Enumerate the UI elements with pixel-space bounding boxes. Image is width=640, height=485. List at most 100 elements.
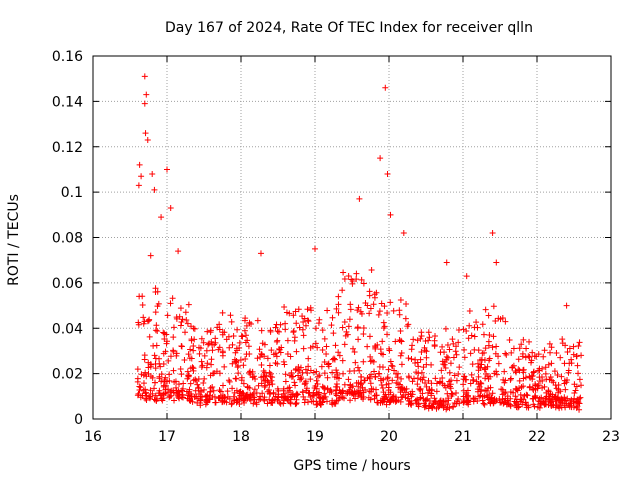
data-point xyxy=(541,347,548,354)
data-point xyxy=(142,130,149,137)
data-point xyxy=(160,390,167,397)
data-point xyxy=(280,358,287,365)
data-point xyxy=(203,364,210,371)
data-point xyxy=(197,402,204,409)
data-point xyxy=(329,397,336,404)
data-point xyxy=(553,349,560,356)
data-point xyxy=(147,387,154,394)
data-point xyxy=(442,365,449,372)
data-point xyxy=(532,381,539,388)
data-point xyxy=(347,301,354,308)
data-point xyxy=(163,340,170,347)
data-point xyxy=(346,368,353,375)
data-points xyxy=(134,73,585,413)
data-point xyxy=(303,385,310,392)
data-point xyxy=(243,332,250,339)
data-point xyxy=(191,336,198,343)
data-point xyxy=(529,372,536,379)
data-point xyxy=(461,373,468,380)
data-point xyxy=(386,347,393,354)
data-point xyxy=(446,346,453,353)
data-point xyxy=(258,362,265,369)
data-point xyxy=(199,362,206,369)
data-point xyxy=(332,400,339,407)
data-point xyxy=(274,328,281,335)
data-point xyxy=(338,390,345,397)
data-point xyxy=(456,400,463,407)
data-point xyxy=(500,376,507,383)
data-point xyxy=(557,399,564,406)
data-point xyxy=(184,320,191,327)
data-point xyxy=(566,345,573,352)
data-point xyxy=(400,229,407,236)
data-point xyxy=(142,369,149,376)
data-point xyxy=(526,353,533,360)
data-point xyxy=(390,307,397,314)
data-point xyxy=(225,333,232,340)
data-point xyxy=(350,345,357,352)
data-point xyxy=(480,400,487,407)
data-point xyxy=(329,314,336,321)
data-point xyxy=(515,366,522,373)
data-point xyxy=(146,333,153,340)
data-point xyxy=(418,369,425,376)
data-point xyxy=(482,365,489,372)
data-point xyxy=(278,344,285,351)
data-point xyxy=(404,323,411,330)
data-point xyxy=(268,347,275,354)
data-point xyxy=(282,371,289,378)
data-point xyxy=(507,395,514,402)
data-point xyxy=(559,340,566,347)
data-point xyxy=(302,378,309,385)
data-point xyxy=(272,324,279,331)
data-point xyxy=(154,328,161,335)
data-point xyxy=(526,373,533,380)
data-point xyxy=(293,348,300,355)
data-point xyxy=(389,393,396,400)
data-point xyxy=(481,366,488,373)
data-point xyxy=(426,398,433,405)
data-point xyxy=(170,334,177,341)
data-point xyxy=(559,336,566,343)
data-point xyxy=(284,351,291,358)
data-point xyxy=(151,352,158,359)
data-point xyxy=(352,359,359,366)
data-point xyxy=(512,369,519,376)
data-point xyxy=(423,396,430,403)
data-point xyxy=(312,245,318,252)
grid-lines xyxy=(93,56,611,419)
data-point xyxy=(471,333,478,340)
data-point xyxy=(450,403,457,410)
data-point xyxy=(373,392,380,399)
data-point xyxy=(366,373,373,380)
data-point xyxy=(295,364,302,371)
data-point xyxy=(208,356,215,363)
data-point xyxy=(217,388,224,395)
data-point xyxy=(405,401,412,408)
data-point xyxy=(360,325,367,332)
data-point xyxy=(570,343,577,350)
data-point xyxy=(256,346,263,353)
data-point xyxy=(492,318,499,325)
data-point xyxy=(152,289,159,296)
data-point xyxy=(437,401,444,408)
data-point xyxy=(195,384,202,391)
data-point xyxy=(292,382,299,389)
data-point xyxy=(178,343,185,350)
data-point xyxy=(215,394,222,401)
data-point xyxy=(545,393,552,400)
data-point xyxy=(541,401,548,408)
data-point xyxy=(451,372,458,379)
data-point xyxy=(219,348,226,355)
data-point xyxy=(339,287,346,294)
data-point xyxy=(568,356,575,363)
data-point xyxy=(537,378,544,385)
data-point xyxy=(157,363,164,370)
data-point xyxy=(432,399,439,406)
data-point xyxy=(523,345,530,352)
data-point xyxy=(490,303,497,310)
data-point xyxy=(482,375,489,382)
data-point xyxy=(345,388,352,395)
data-point xyxy=(408,401,415,408)
data-point xyxy=(510,389,517,396)
